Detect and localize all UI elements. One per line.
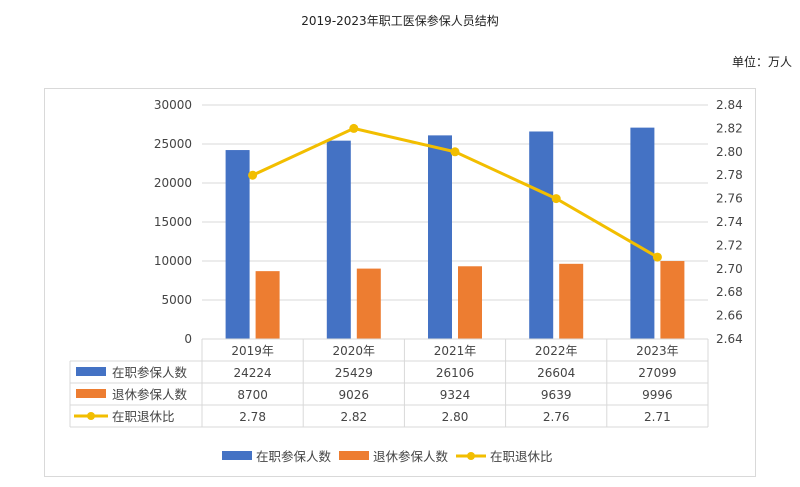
left-tick-label: 20000 [154, 176, 192, 190]
data-cell: 9324 [440, 388, 471, 402]
bar-active [630, 127, 655, 339]
right-tick-label: 2.70 [716, 262, 743, 276]
bar-retired [356, 268, 381, 339]
data-cell: 2.80 [442, 410, 469, 424]
right-tick-label: 2.82 [716, 121, 743, 135]
row-label: 退休参保人数 [112, 387, 188, 402]
right-tick-label: 2.64 [716, 332, 743, 346]
left-tick-label: 0 [184, 332, 192, 346]
right-tick-label: 2.78 [716, 168, 743, 182]
bar-active [529, 131, 554, 339]
bar-retired [660, 261, 685, 339]
chart-title: 2019-2023年职工医保参保人员结构 [301, 14, 499, 28]
data-cell: 2.78 [239, 410, 266, 424]
data-cell: 24224 [234, 366, 272, 380]
category-label: 2021年 [434, 344, 477, 358]
legend-swatch [339, 451, 369, 460]
left-tick-label: 10000 [154, 254, 192, 268]
data-cell: 26604 [537, 366, 575, 380]
unit-label: 单位：万人 [731, 55, 792, 69]
right-tick-label: 2.80 [716, 145, 743, 159]
left-tick-label: 25000 [154, 137, 192, 151]
legend-marker [87, 412, 95, 420]
legend-swatch [222, 451, 252, 460]
bar-active [326, 140, 351, 339]
data-cell: 9996 [642, 388, 673, 402]
left-tick-label: 5000 [161, 293, 192, 307]
category-label: 2022年 [535, 344, 578, 358]
bar-retired [255, 271, 280, 339]
right-tick-label: 2.84 [716, 98, 743, 112]
left-tick-label: 15000 [154, 215, 192, 229]
left-tick-label: 30000 [154, 98, 192, 112]
right-tick-label: 2.74 [716, 215, 743, 229]
bar-active [428, 135, 452, 339]
ratio-point [248, 170, 258, 180]
ratio-point [450, 147, 460, 157]
data-cell: 25429 [335, 366, 373, 380]
legend-label: 退休参保人数 [373, 449, 449, 464]
bar-retired [559, 263, 584, 339]
data-cell: 8700 [237, 388, 268, 402]
right-tick-label: 2.72 [716, 238, 743, 252]
data-cell: 2.71 [644, 410, 671, 424]
legend-marker [467, 452, 475, 460]
bar-retired [458, 266, 482, 339]
ratio-point [349, 123, 359, 133]
right-tick-label: 2.76 [716, 192, 743, 206]
legend-label: 在职退休比 [490, 449, 553, 464]
legend-label: 在职参保人数 [256, 449, 332, 464]
legend-swatch [76, 367, 106, 376]
right-tick-label: 2.66 [716, 309, 743, 323]
ratio-point [652, 252, 662, 262]
data-cell: 2.76 [543, 410, 570, 424]
data-cell: 27099 [638, 366, 676, 380]
category-label: 2019年 [231, 344, 274, 358]
data-cell: 9639 [541, 388, 572, 402]
right-tick-label: 2.68 [716, 285, 743, 299]
ratio-point [551, 194, 561, 204]
legend-swatch [76, 389, 106, 398]
data-cell: 26106 [436, 366, 474, 380]
category-label: 2023年 [636, 344, 679, 358]
chart-frame [44, 88, 756, 477]
data-cell: 2.82 [340, 410, 367, 424]
data-cell: 9026 [339, 388, 370, 402]
row-label: 在职参保人数 [112, 365, 188, 380]
category-label: 2020年 [333, 344, 376, 358]
row-label: 在职退休比 [112, 409, 175, 424]
bar-active [225, 150, 250, 339]
